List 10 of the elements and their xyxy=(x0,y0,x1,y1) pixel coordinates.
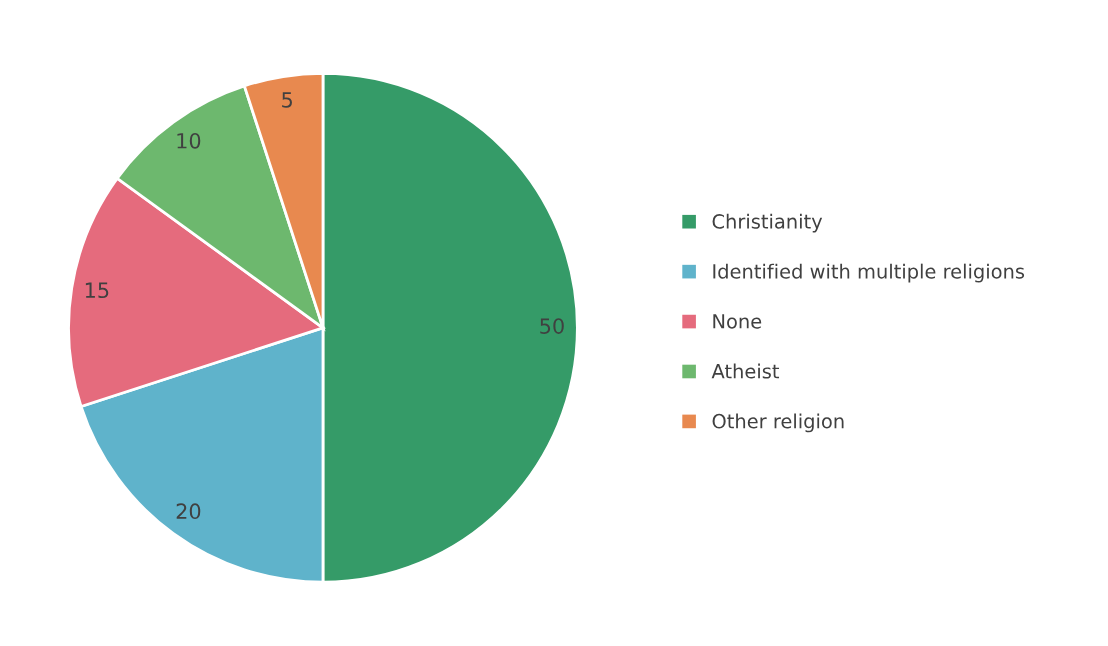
legend-label: Other religion xyxy=(712,413,844,433)
data-label: 50 xyxy=(540,318,564,334)
data-label: 20 xyxy=(176,503,201,520)
legend-label: None xyxy=(713,314,762,329)
legend-label: Atheist xyxy=(711,363,780,379)
legend-label: Identified with multiple religions xyxy=(713,263,1025,283)
data-label: 5 xyxy=(282,92,292,108)
data-label: 10 xyxy=(177,132,201,149)
data-label: 15 xyxy=(85,282,109,299)
legend-label: Christianity xyxy=(712,213,823,233)
